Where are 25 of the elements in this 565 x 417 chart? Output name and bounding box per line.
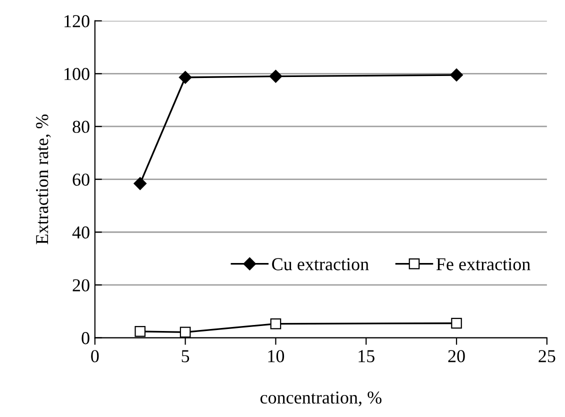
y-tick-label: 0 bbox=[82, 332, 90, 344]
x-axis-title: concentration, % bbox=[260, 391, 382, 406]
point bbox=[270, 318, 282, 330]
y-tick-label: 80 bbox=[72, 120, 90, 133]
x-tick-label: 25 bbox=[538, 350, 556, 362]
point bbox=[180, 326, 191, 338]
x-tick-label: 20 bbox=[448, 350, 465, 362]
y-tick-label: 120 bbox=[64, 15, 90, 28]
point bbox=[451, 318, 462, 329]
y-axis-title: Extraction rate, % bbox=[36, 114, 51, 244]
point bbox=[269, 70, 282, 83]
y-tick-label: 100 bbox=[64, 68, 90, 80]
point bbox=[450, 68, 463, 82]
point bbox=[134, 177, 147, 190]
y-tick-label: 20 bbox=[72, 279, 90, 292]
y-tick-label: 40 bbox=[72, 226, 90, 239]
point bbox=[178, 70, 192, 84]
legend-label: Fe extraction bbox=[436, 258, 530, 270]
point bbox=[134, 326, 146, 337]
x-tick-label: 15 bbox=[358, 350, 374, 362]
legend-label: Cu extraction bbox=[272, 258, 369, 270]
x-tick-label: 5 bbox=[182, 350, 190, 362]
x-tick-label: 0 bbox=[91, 350, 99, 362]
x-tick-label: 10 bbox=[268, 350, 284, 362]
y-tick-label: 60 bbox=[72, 174, 90, 186]
